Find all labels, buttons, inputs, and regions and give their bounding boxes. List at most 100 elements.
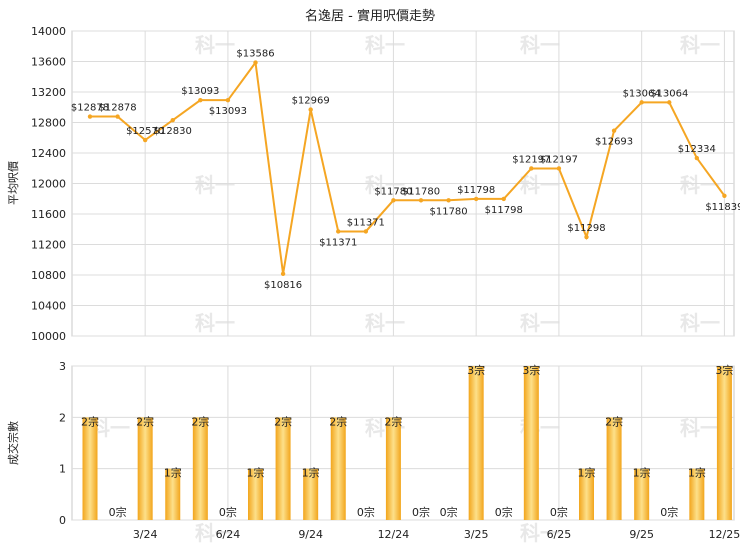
- price-y-tick-label: 11200: [31, 239, 66, 252]
- volume-bar-label: 2宗: [605, 414, 623, 428]
- price-y-tick-label: 11600: [31, 208, 66, 221]
- volume-bar: [606, 417, 622, 520]
- price-point: [722, 193, 727, 198]
- volume-bar-label: 0宗: [412, 505, 430, 519]
- price-data-label: $11371: [319, 237, 357, 248]
- watermark-text: 科一: [520, 173, 560, 197]
- x-axis-tick-label: 3/25: [464, 528, 489, 541]
- price-point: [170, 118, 175, 123]
- price-data-label: $13093: [209, 106, 247, 117]
- volume-bar-label: 3宗: [522, 363, 540, 377]
- price-point: [446, 198, 451, 203]
- volume-bar-label: 2宗: [384, 414, 402, 428]
- volume-bar-label: 0宗: [219, 505, 237, 519]
- x-axis-tick-label: 9/25: [629, 528, 654, 541]
- price-point: [556, 166, 562, 171]
- volume-bar-label: 1宗: [633, 466, 651, 480]
- volume-bar: [165, 468, 181, 520]
- price-point: [501, 196, 506, 202]
- volume-y-axis-label: 成交宗數: [6, 421, 20, 465]
- volume-bar-label: 2宗: [136, 414, 154, 428]
- price-data-label: $11780: [429, 206, 467, 217]
- price-y-tick-label: 13600: [31, 56, 66, 69]
- price-point: [584, 234, 589, 240]
- volume-bar-label: 2宗: [81, 414, 99, 428]
- price-point: [363, 229, 369, 234]
- volume-bar: [330, 417, 346, 520]
- watermark-text: 科一: [365, 33, 405, 57]
- price-grid: [72, 30, 734, 337]
- volume-bar: [468, 366, 484, 520]
- price-data-label: $11798: [457, 185, 495, 196]
- price-line-series: [87, 59, 727, 276]
- price-data-label: $12334: [678, 144, 716, 155]
- price-data-label: $12570: [126, 126, 164, 137]
- price-data-label: $13064: [623, 88, 661, 99]
- volume-bar-label: 0宗: [440, 505, 458, 519]
- price-point: [87, 114, 93, 119]
- price-point: [280, 271, 286, 276]
- price-data-label: $12693: [595, 137, 633, 148]
- price-point: [611, 128, 617, 133]
- volume-bar-label: 2宗: [191, 414, 209, 428]
- price-point: [308, 107, 313, 112]
- price-data-label: $11371: [347, 217, 385, 228]
- price-y-tick-label: 10000: [31, 330, 66, 343]
- price-point: [336, 229, 341, 234]
- x-axis-tick-label: 3/24: [133, 528, 158, 541]
- watermark-text: 科一: [195, 521, 235, 545]
- volume-bar: [275, 417, 291, 520]
- price-line: [90, 59, 726, 274]
- volume-y-tick-label: 2: [59, 411, 66, 424]
- price-point: [529, 166, 534, 171]
- volume-bar-label: 1宗: [247, 466, 265, 480]
- volume-y-axis-ticks: 0 1 2 3: [59, 360, 66, 527]
- watermark-text: 科一: [680, 33, 720, 57]
- watermark-text: 科一: [195, 33, 235, 57]
- volume-bar-label: 0宗: [550, 505, 568, 519]
- volume-bar: [82, 417, 98, 520]
- volume-bar-label: 1宗: [164, 466, 182, 480]
- volume-data-labels: 2宗 0宗 2宗 1宗 2宗 0宗 1宗 2宗 1宗 2宗 0宗 2宗 0宗 0宗 3宗 0宗 3宗 0宗 1宗 2宗…: [81, 363, 733, 519]
- price-point: [225, 97, 231, 103]
- price-data-label: $11298: [567, 223, 605, 234]
- watermark-text: 科一: [365, 311, 405, 335]
- price-point: [142, 137, 148, 143]
- price-data-label: $12197: [540, 154, 578, 165]
- volume-bar-label: 2宗: [274, 414, 292, 428]
- x-axis-tick-label: 6/25: [547, 528, 572, 541]
- volume-bar-label: 1宗: [578, 466, 596, 480]
- x-axis-tick-label: 9/24: [298, 528, 323, 541]
- watermark-text: 科一: [520, 311, 560, 335]
- volume-bar-label: 0宗: [109, 505, 127, 519]
- watermark-text: 科一: [520, 33, 560, 57]
- volume-bar-label: 3宗: [467, 363, 485, 377]
- volume-bar-label: 1宗: [302, 466, 320, 480]
- volume-bar: [303, 468, 319, 520]
- x-axis-tick-label: 6/24: [216, 528, 241, 541]
- x-axis-tick-label: 12/24: [378, 528, 410, 541]
- price-y-tick-label: 10800: [31, 269, 66, 282]
- price-point: [115, 114, 120, 119]
- volume-bar-label: 0宗: [357, 505, 375, 519]
- watermark-text: 科一: [520, 521, 560, 545]
- price-y-tick-label: 10400: [31, 300, 66, 313]
- price-data-label: $11780: [402, 186, 440, 197]
- volume-bar: [634, 468, 650, 520]
- price-data-label: $10816: [264, 280, 302, 291]
- volume-bar: [523, 366, 539, 520]
- price-data-label: $11798: [485, 205, 523, 216]
- price-data-label: $13093: [181, 86, 219, 97]
- volume-bar-label: 0宗: [495, 505, 513, 519]
- chart-title: 名逸居 - 實用呎價走勢: [305, 8, 435, 24]
- price-y-tick-label: 13200: [31, 86, 66, 99]
- price-y-tick-label: 14000: [31, 25, 66, 38]
- price-point: [667, 100, 672, 105]
- price-point: [198, 97, 203, 103]
- price-data-label: $12197: [512, 154, 550, 165]
- price-y-tick-label: 12400: [31, 147, 66, 160]
- price-data-label: $13064: [650, 88, 688, 99]
- watermark-text: 科一: [680, 416, 720, 440]
